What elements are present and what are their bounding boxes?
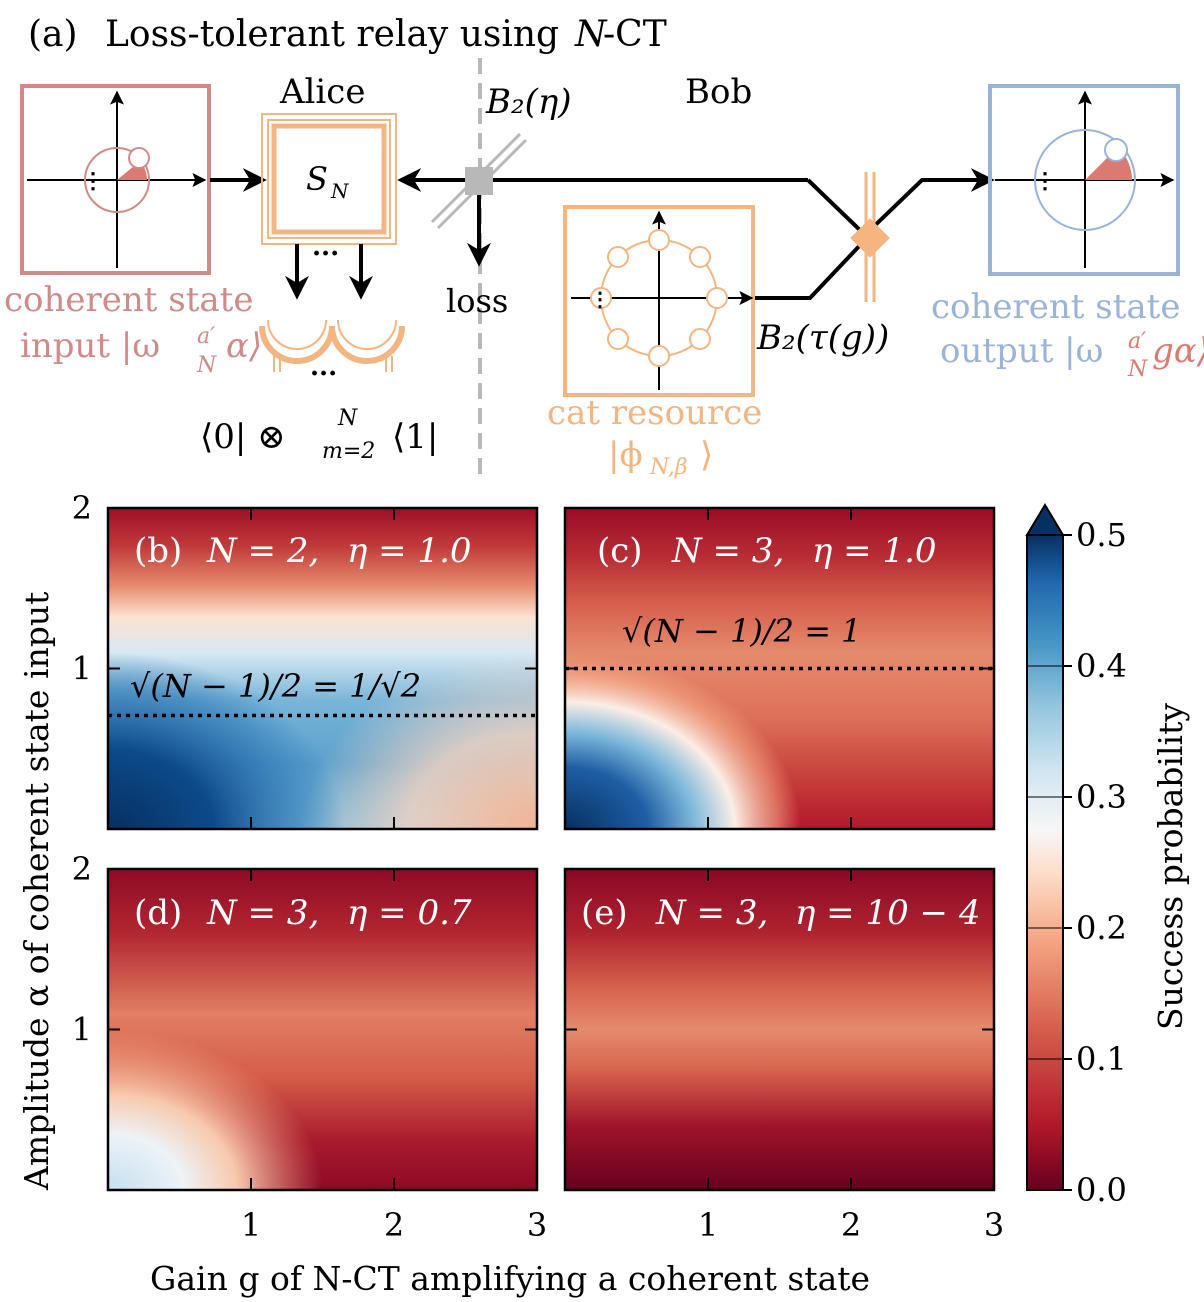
- beamsplitter-label: B₂(η): [485, 82, 572, 122]
- panel-c-eta: η = 1.0: [812, 531, 937, 571]
- colorbar-ticks: 0.0 0.1 0.2 0.3 0.4 0.5: [1027, 516, 1127, 1209]
- svg-text:⟩: ⟩: [700, 435, 713, 475]
- output-phase-space: ⋮: [988, 84, 1180, 276]
- heatmap-panel-d: [108, 869, 537, 1190]
- output-label-line1: coherent state: [931, 287, 1180, 327]
- loss-label: loss: [446, 282, 508, 320]
- projector-label: ⟨0| ⊗ N m=2 ⟨1|: [200, 406, 438, 464]
- input-label-line1: coherent state: [4, 280, 253, 320]
- panel-d-n: N = 3,: [206, 893, 319, 933]
- svg-text:a′: a′: [197, 324, 215, 349]
- svg-text:N: N: [1127, 357, 1148, 382]
- bob-label: Bob: [685, 72, 752, 112]
- panel-e-eta: η = 10 − 4: [795, 893, 980, 933]
- svg-text:input |ω: input |ω: [20, 326, 160, 366]
- bob-beamsplitter-label: B₂(τ(g)): [756, 318, 889, 358]
- title-n: N: [574, 14, 608, 55]
- cat-resource-beam: [755, 238, 867, 300]
- schematic-title: (a) Loss-tolerant relay using N -CT: [28, 14, 667, 55]
- alice-label: Alice: [279, 72, 365, 112]
- y-tick-label: 1: [72, 1011, 92, 1049]
- input-phase-space: ⋮: [20, 84, 211, 275]
- colorbar: [1025, 503, 1065, 1191]
- colorbar-label: Success probability: [1151, 703, 1190, 1030]
- svg-text:⟨1|: ⟨1|: [392, 417, 438, 457]
- colorbar-tick-label: 0.1: [1076, 1040, 1127, 1078]
- panel-b-eta: η = 1.0: [347, 531, 472, 571]
- panel-d-label: (d): [134, 893, 182, 933]
- loss-beamsplitter: [430, 132, 528, 230]
- svg-text:N,β: N,β: [649, 455, 688, 480]
- svg-text:N: N: [337, 406, 358, 431]
- panel-c-n: N = 3,: [671, 531, 784, 571]
- svg-text:⋮: ⋮: [82, 168, 104, 194]
- y-tick-label: 2: [72, 489, 92, 527]
- output-label-line2: output |ω a′ N gα⟩: [940, 329, 1204, 382]
- cat-label-line1: cat resource: [547, 393, 762, 433]
- svg-text:⋮: ⋮: [1034, 168, 1056, 194]
- svg-text:N: N: [330, 179, 350, 203]
- input-label-line2: input |ω a′ N α⟩: [20, 324, 262, 378]
- bob-output-beam: [806, 168, 995, 238]
- threshold-label-c: √(N − 1)/2 = 1: [622, 612, 862, 650]
- svg-text:S: S: [306, 160, 328, 198]
- heatmap-panel-e: [565, 869, 994, 1190]
- colorbar-tick-label: 0.5: [1076, 516, 1127, 554]
- alice-operation-box: S N: [261, 113, 397, 245]
- threshold-label-b: √(N − 1)/2 = 1/√2: [130, 667, 421, 705]
- detector-symbol: ···: [259, 319, 405, 389]
- svg-text:···: ···: [310, 359, 337, 389]
- y-tick-label: 1: [72, 650, 92, 688]
- panel-d-eta: η = 0.7: [347, 893, 472, 933]
- x-tick-label: 2: [384, 1206, 404, 1244]
- x-axis-label: Gain g of N-CT amplifying a coherent sta…: [150, 1259, 870, 1298]
- svg-text:N: N: [196, 353, 217, 378]
- panel-labels: (b) N = 2, η = 1.0 (c) N = 3, η = 1.0 (d…: [134, 531, 980, 933]
- panel-c-label: (c): [597, 531, 643, 571]
- svg-text:output |ω: output |ω: [940, 331, 1103, 371]
- axis-ticks: 1 2 1 2 3 1 2 1 2 3: [72, 489, 1005, 1244]
- x-tick-label: 3: [984, 1206, 1004, 1244]
- title-text: Loss-tolerant relay using: [105, 14, 559, 55]
- heatmap-panel-c: [565, 508, 994, 829]
- panel-e-n: N = 3,: [655, 893, 768, 933]
- cat-label-line2: |ϕ N,β ⟩: [608, 435, 713, 480]
- svg-text:a′: a′: [1128, 329, 1146, 354]
- cat-resource-phase-space: ⋮: [563, 205, 755, 397]
- colorbar-tick-label: 0.0: [1076, 1171, 1127, 1209]
- y-tick-label: 2: [72, 850, 92, 888]
- x-tick-label: 3: [527, 1206, 547, 1244]
- x-tick-label: 2: [841, 1206, 861, 1244]
- alice-output-dots: ···: [312, 239, 339, 269]
- y-axis-label: Amplitude α of coherent state input: [17, 592, 56, 1191]
- panel-b-n: N = 2,: [206, 531, 319, 571]
- panel-b-label: (b): [134, 531, 182, 571]
- x-tick-label: 1: [698, 1206, 718, 1244]
- svg-text:m=2: m=2: [322, 439, 375, 464]
- svg-text:α⟩: α⟩: [226, 326, 262, 366]
- title-prefix: (a): [28, 14, 78, 55]
- svg-text:⟨0| ⊗: ⟨0| ⊗: [200, 417, 286, 457]
- colorbar-tick-label: 0.3: [1076, 778, 1127, 816]
- svg-text:|ϕ: |ϕ: [608, 435, 643, 475]
- bob-beamsplitter: [850, 172, 890, 302]
- colorbar-tick-label: 0.2: [1076, 909, 1127, 947]
- colorbar-tick-label: 0.4: [1076, 647, 1127, 685]
- svg-text:⋮: ⋮: [590, 287, 610, 311]
- heatmap-panel-b: [108, 508, 537, 829]
- panel-e-label: (e): [581, 893, 628, 933]
- x-tick-label: 1: [241, 1206, 261, 1244]
- title-suffix: -CT: [603, 14, 667, 55]
- svg-text:gα⟩: gα⟩: [1152, 331, 1204, 371]
